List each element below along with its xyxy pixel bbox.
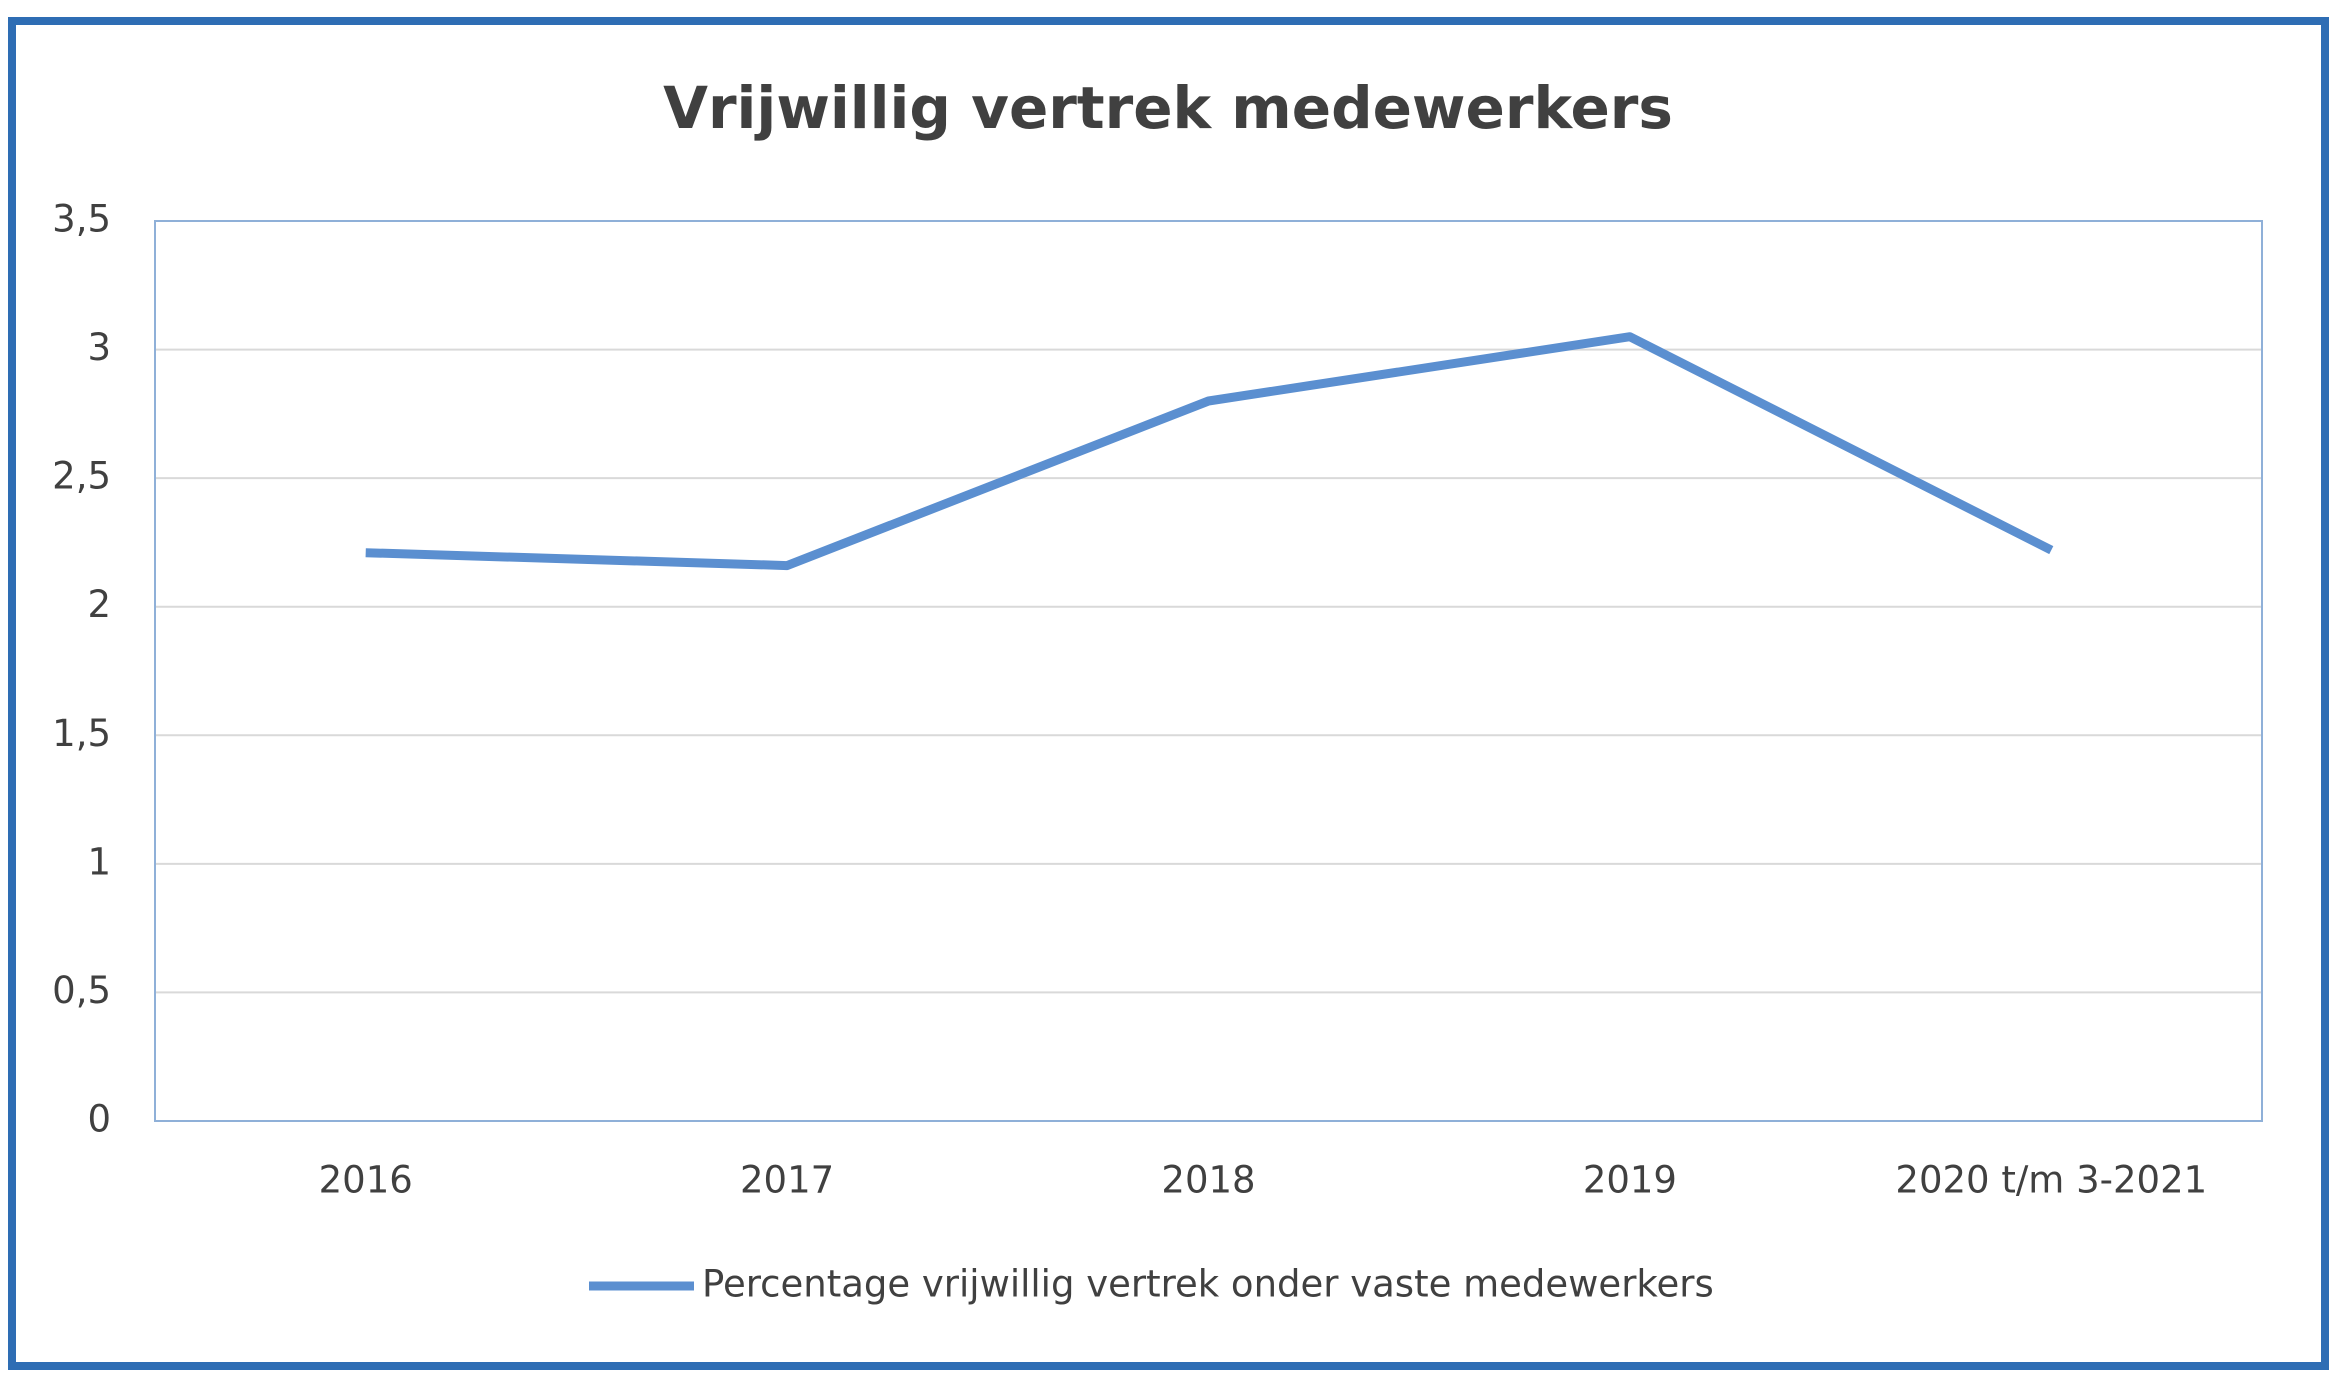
plot-border — [154, 220, 2263, 1122]
y-tick-label: 2,5 — [52, 455, 111, 498]
y-tick-label: 0,5 — [52, 969, 111, 1012]
y-tick-label: 0 — [87, 1098, 111, 1141]
y-tick-label: 3,5 — [52, 198, 111, 241]
x-tick-label: 2019 — [1583, 1159, 1677, 1202]
chart-title: Vrijwillig vertrek medewerkers — [663, 74, 1673, 142]
x-tick-label: 2016 — [319, 1159, 413, 1202]
x-tick-label: 2020 t/m 3-2021 — [1895, 1159, 2207, 1202]
chart-frame — [8, 17, 2329, 1370]
legend-label: Percentage vrijwillig vertrek onder vast… — [702, 1263, 1714, 1306]
data-line — [365, 332, 2054, 571]
y-tick-label: 2 — [87, 583, 111, 626]
y-tick-label: 1 — [87, 840, 111, 883]
y-tick-label: 1,5 — [52, 712, 111, 755]
x-tick-label: 2017 — [740, 1159, 834, 1202]
y-tick-label: 3 — [87, 326, 111, 369]
x-tick-label: 2018 — [1161, 1159, 1255, 1202]
